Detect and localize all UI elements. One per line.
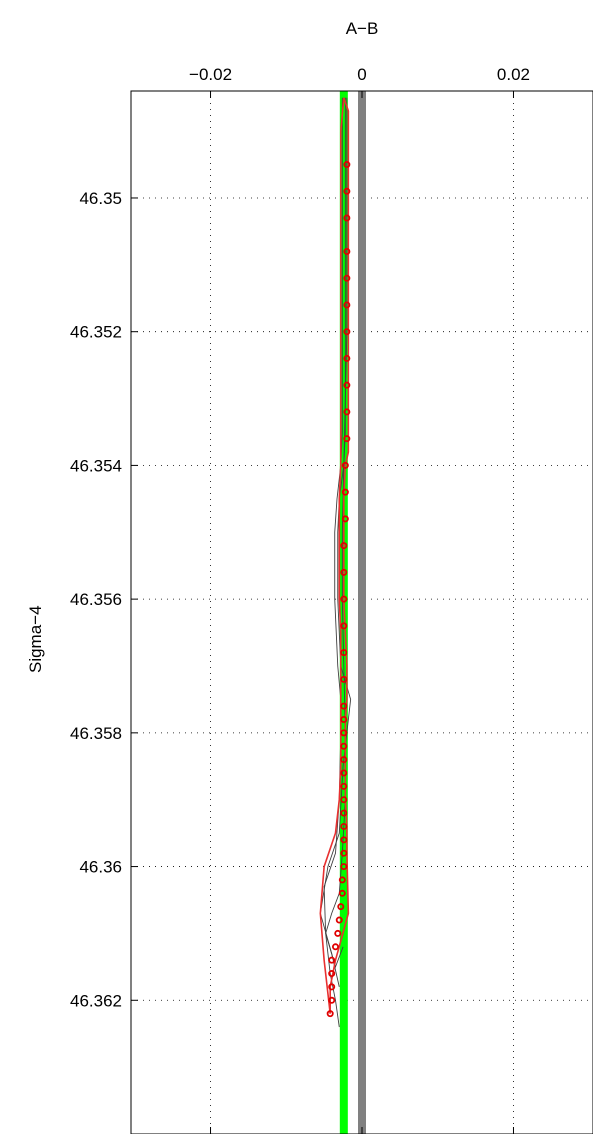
y-axis-label: Sigma−4 xyxy=(26,605,45,673)
data-marker xyxy=(326,1010,334,1018)
data-marker xyxy=(340,702,348,710)
markers-layer xyxy=(326,161,351,1018)
data-marker xyxy=(340,849,348,857)
ticks-layer: −0.02 0 0.02 46.35 46.352 46.354 46.356 46.358 4… xyxy=(70,65,530,1134)
data-marker xyxy=(331,943,339,951)
data-marker xyxy=(340,742,348,750)
data-marker xyxy=(334,929,342,937)
data-marker xyxy=(341,515,349,523)
data-marker xyxy=(340,675,348,683)
data-marker xyxy=(340,863,348,871)
data-marker xyxy=(328,996,336,1004)
data-marker xyxy=(340,782,348,790)
y-tick-label: 46.36 xyxy=(79,858,122,877)
data-marker xyxy=(343,381,351,389)
data-marker xyxy=(338,876,346,884)
data-marker xyxy=(337,903,345,911)
data-marker xyxy=(340,542,348,550)
data-marker xyxy=(341,488,349,496)
data-marker xyxy=(343,328,351,336)
y-tick-label: 46.362 xyxy=(70,991,122,1010)
data-marker xyxy=(340,809,348,817)
data-marker xyxy=(340,568,348,576)
data-marker xyxy=(335,916,343,924)
data-marker xyxy=(340,769,348,777)
y-tick-label: 46.354 xyxy=(70,456,122,475)
y-tick-label: 46.35 xyxy=(79,189,122,208)
data-marker xyxy=(343,187,351,195)
x-tick-label: 0 xyxy=(357,65,366,84)
data-marker xyxy=(340,822,348,830)
data-marker xyxy=(340,836,348,844)
data-marker xyxy=(340,715,348,723)
data-marker xyxy=(340,796,348,804)
x-axis-label: A−B xyxy=(346,19,379,38)
data-marker xyxy=(338,889,346,897)
x-tick-label: −0.02 xyxy=(189,65,232,84)
data-marker xyxy=(328,956,336,964)
data-marker xyxy=(340,649,348,657)
data-marker xyxy=(343,274,351,282)
data-marker xyxy=(340,729,348,737)
data-marker xyxy=(343,161,351,169)
data-marker xyxy=(343,354,351,362)
data-marker xyxy=(328,983,336,991)
data-marker xyxy=(343,408,351,416)
data-marker xyxy=(328,970,336,978)
y-tick-label: 46.352 xyxy=(70,323,122,342)
y-tick-label: 46.358 xyxy=(70,724,122,743)
data-lines-layer xyxy=(319,97,352,1028)
data-marker xyxy=(340,622,348,630)
data-marker xyxy=(343,435,351,443)
envelope-lower-line xyxy=(319,97,345,1014)
data-marker xyxy=(343,301,351,309)
grid-layer xyxy=(131,91,593,1134)
data-marker xyxy=(343,247,351,255)
data-marker xyxy=(341,461,349,469)
data-marker xyxy=(340,756,348,764)
y-tick-label: 46.356 xyxy=(70,590,122,609)
data-marker xyxy=(343,214,351,222)
x-tick-label: 0.02 xyxy=(497,65,530,84)
data-marker xyxy=(340,595,348,603)
